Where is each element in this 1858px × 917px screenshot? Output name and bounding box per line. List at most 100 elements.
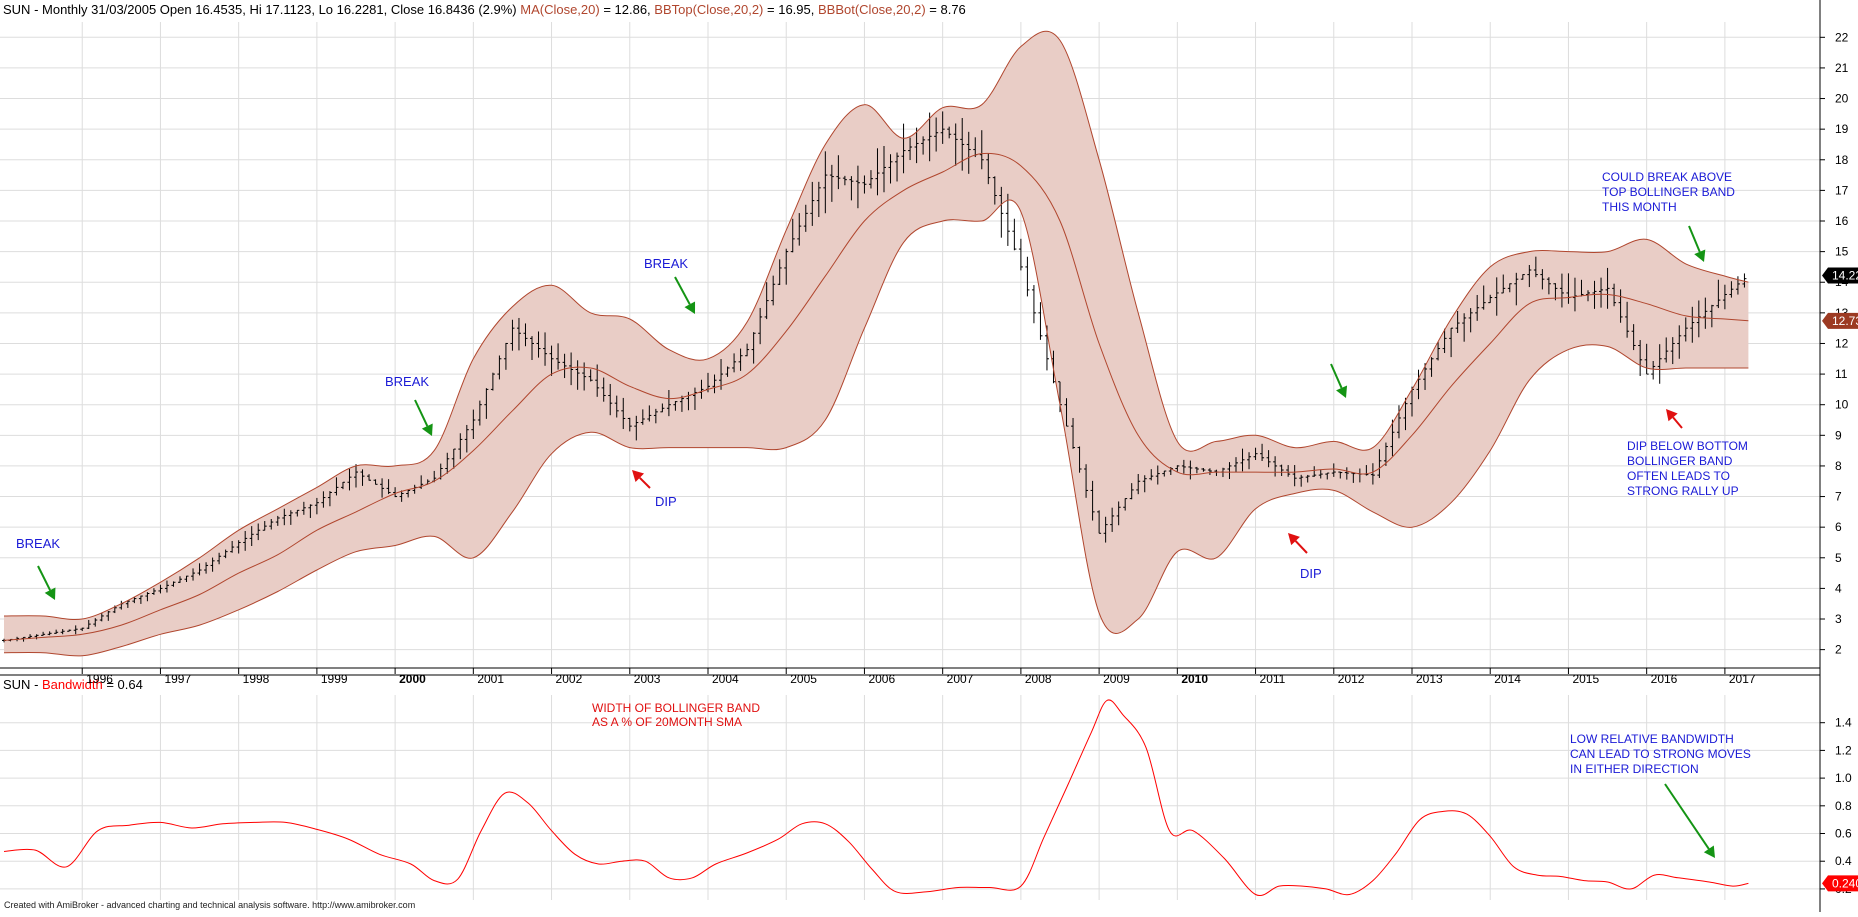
lower-header-label: Bandwidth (42, 677, 103, 692)
y-tick-label-3: 3 (1835, 612, 1842, 626)
ohlc-bar-75 (490, 372, 495, 391)
ohlc-bar-255 (1664, 337, 1669, 363)
y-tick-label-21: 21 (1835, 61, 1849, 75)
x-tick-label-2003: 2003 (634, 672, 661, 686)
ma-last-tag: 12.7395 (1822, 312, 1858, 329)
ohlc-bar-146 (953, 123, 958, 166)
arrow-low-bw-shaft (1664, 783, 1710, 850)
ohlc-bar-222 (1449, 327, 1454, 358)
annotation-line: BREAK (385, 374, 429, 389)
ohlc-bar-96 (627, 417, 632, 432)
y-tick-label-11: 11 (1835, 367, 1848, 381)
arrow-break-2004 (674, 276, 696, 314)
ohlc-bar-153 (999, 186, 1004, 238)
y-tick-label-lower-0.4: 0.4 (1835, 854, 1852, 868)
ohlc-bar-165 (1077, 446, 1082, 473)
ohlc-bar-79 (516, 317, 521, 351)
ohlc-bar-58 (380, 478, 385, 498)
x-tick-label-1999: 1999 (321, 672, 348, 686)
ohlc-bar-7 (47, 631, 52, 636)
ohlc-bar-100 (653, 408, 658, 424)
y-tick-label-9: 9 (1835, 428, 1842, 442)
ohlc-bar-80 (523, 323, 528, 347)
x-tick-label-2015: 2015 (1572, 672, 1599, 686)
ohlc-bar-152 (992, 176, 997, 205)
ohlc-bar-173 (1129, 483, 1134, 500)
ohlc-bar-182 (1188, 460, 1193, 480)
annotation-line: COULD BREAK ABOVE (1602, 170, 1732, 184)
ohlc-bar-205 (1338, 471, 1343, 479)
y-tick-label-6: 6 (1835, 520, 1842, 534)
ohlc-bar-231 (1507, 283, 1512, 293)
ohlc-bar-48 (314, 497, 319, 515)
ohlc-bar-129 (842, 175, 847, 186)
ohlc-bar-46 (301, 501, 306, 515)
ohlc-bar-120 (784, 248, 789, 285)
ohlc-bar-194 (1266, 450, 1271, 468)
ma-last-tag-bg (1822, 312, 1858, 329)
x-tick-label-2014: 2014 (1494, 672, 1521, 686)
band-layer (4, 31, 1749, 656)
ohlc-bar-223 (1455, 310, 1460, 333)
ohlc-bar-62 (406, 489, 411, 498)
ohlc-bar-47 (308, 504, 313, 518)
arrow-dip-below (1666, 409, 1683, 429)
ohlc-bar-101 (660, 403, 665, 413)
y-tick-label-12: 12 (1835, 336, 1849, 350)
ohlc-bar-10 (67, 629, 72, 632)
annotation-line: STRONG RALLY UP (1627, 484, 1739, 498)
ma-line (3, 152, 1749, 641)
y-tick-label-7: 7 (1835, 490, 1842, 504)
ohlc-bar-134 (875, 148, 880, 196)
ohlc-bar-237 (1546, 277, 1551, 295)
ohlc-bar-212 (1383, 442, 1388, 466)
ohlc-bar-227 (1481, 285, 1486, 310)
ohlc-bar-50 (327, 491, 332, 507)
ohlc-bar-27 (178, 576, 182, 583)
last-close-tag-text: 14.22 (1832, 269, 1858, 283)
ohlc-bar-68 (445, 452, 450, 474)
annotation-line: OFTEN LEADS TO (1627, 469, 1730, 483)
ohlc-bar-16 (106, 611, 111, 621)
ohlc-bar-203 (1325, 472, 1330, 480)
ohlc-bar-243 (1586, 290, 1590, 302)
ohlc-bar-116 (758, 307, 763, 345)
ohlc-bar-196 (1279, 464, 1284, 476)
ohlc-bar-181 (1181, 459, 1186, 474)
x-tick-label-2008: 2008 (1025, 672, 1052, 686)
ohlc-bar-21 (138, 595, 143, 604)
ohlc-bar-29 (191, 568, 196, 581)
ohlc-bar-72 (471, 409, 476, 440)
ohlc-bar-148 (966, 131, 971, 174)
ohlc-bar-155 (1012, 218, 1017, 251)
ohlc-bar-154 (1005, 193, 1010, 246)
ohlc-bar-219 (1429, 357, 1434, 377)
lines-layer (3, 30, 1749, 897)
arrow-break-1996-shaft (37, 565, 51, 591)
ohlc-bar-78 (510, 319, 515, 351)
arrow-low-bw-head (1703, 845, 1715, 858)
ohlc-bar-261 (1703, 297, 1708, 329)
ohlc-bar-23 (151, 588, 156, 595)
x-tick-label-2002: 2002 (556, 672, 583, 686)
ohlc-bar-109 (712, 374, 717, 394)
ohlc-bar-221 (1442, 328, 1447, 354)
ohlc-bar-51 (334, 477, 339, 496)
header-bbbot-label: BBBot(Close,20,2) (818, 2, 926, 17)
ohlc-bar-118 (771, 275, 776, 306)
x-tick-label-2005: 2005 (790, 672, 817, 686)
annotation-line: WIDTH OF BOLLINGER BAND (592, 701, 760, 715)
arrow-2012 (1330, 363, 1348, 398)
ohlc-bar-110 (719, 359, 724, 390)
ohlc-bar-11 (73, 625, 78, 635)
annotation-line: DIP (655, 494, 677, 509)
ohlc-bar-230 (1501, 274, 1506, 294)
ohlc-bar-176 (1149, 469, 1154, 481)
ohlc-bar-193 (1260, 443, 1265, 462)
arrow-dip-2003-head (632, 470, 645, 483)
annotation-line: BOLLINGER BAND (1627, 454, 1733, 468)
arrow-break-1996 (37, 565, 56, 600)
x-tick-label-2001: 2001 (477, 672, 504, 686)
ohlc-bar-56 (367, 474, 372, 481)
ohlc-bar-141 (921, 136, 926, 155)
